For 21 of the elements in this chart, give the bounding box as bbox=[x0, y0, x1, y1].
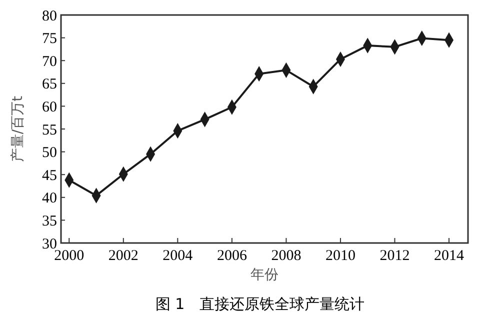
y-tick-label: 65 bbox=[42, 76, 57, 93]
y-tick-label: 40 bbox=[42, 190, 57, 207]
text: 图 1 直接还原铁全球产量统计 bbox=[155, 295, 365, 313]
x-tick-label: 2004 bbox=[162, 248, 194, 264]
x-tick-label: 2012 bbox=[380, 248, 410, 264]
x-tick-label: 2008 bbox=[271, 248, 302, 264]
y-axis-title: 产量/百万t bbox=[10, 95, 26, 162]
x-tick-label: 2000 bbox=[54, 248, 84, 264]
y-tick-label: 70 bbox=[42, 54, 57, 70]
x-tick-label: 2006 bbox=[216, 248, 248, 264]
y-tick-label: 45 bbox=[42, 168, 57, 184]
y-tick-label: 80 bbox=[42, 8, 57, 24]
y-tick-label: 55 bbox=[42, 122, 57, 138]
y-tick-label: 60 bbox=[42, 99, 57, 116]
x-tick-label: 2002 bbox=[108, 248, 138, 264]
x-tick-label: 2014 bbox=[434, 248, 465, 264]
y-tick-label: 35 bbox=[42, 213, 57, 230]
y-tick-label: 75 bbox=[42, 31, 57, 48]
x-tick-label: 2010 bbox=[325, 248, 356, 264]
x-axis-title: 年份 bbox=[250, 267, 278, 283]
y-tick-label: 50 bbox=[42, 145, 57, 162]
